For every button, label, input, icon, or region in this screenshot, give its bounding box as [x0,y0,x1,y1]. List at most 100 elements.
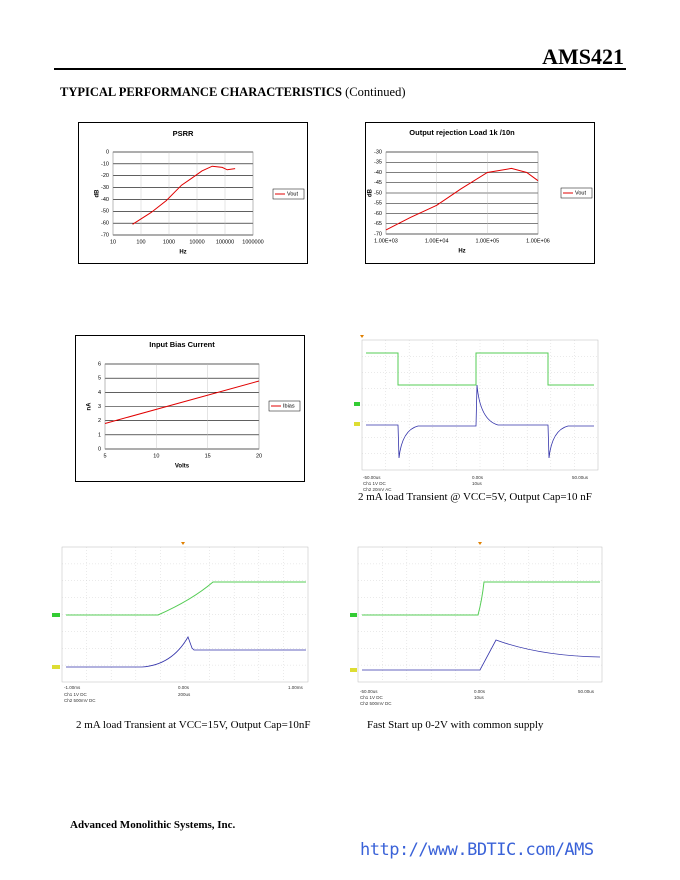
x-tick-label: 1.00E+04 [425,238,449,244]
ch2-trace [366,384,594,459]
x-tick-label: 5 [103,453,106,459]
y-tick-label: -70 [101,232,109,238]
data-line [132,165,236,225]
x-tick-label: 1000000 [242,239,263,245]
section-suffix: (Continued) [345,85,406,99]
y-tick-label: 6 [98,361,101,367]
y-tick-label: -40 [101,197,109,203]
x-tick-label: 100 [136,239,145,245]
x-tick-label: 10 [110,239,116,245]
y-tick-label: -45 [374,180,382,186]
y-tick-label: -30 [374,149,382,155]
ch1-trace [362,581,600,616]
y-tick-label: 3 [98,404,101,410]
scope-capture: -1.00ms 0.00s 1.00ms Ch1 1V DC Ch2 500mV… [52,542,309,703]
y-tick-label: -30 [101,185,109,191]
x-axis-label: Volts [175,464,190,470]
trigger-marker [360,335,364,338]
ch1-trace [66,581,306,616]
x-tick-label: 10 [153,453,159,459]
caption: Fast Start up 0-2V with common supply [367,719,544,731]
time-label: 50.00us [578,689,595,694]
ch2-trace [66,636,306,668]
x-tick-label: 1.00E+06 [526,238,550,244]
section-title: TYPICAL PERFORMANCE CHARACTERISTICS [60,85,342,99]
ch2-marker [52,665,60,669]
legend-label: Ibias [283,403,295,409]
y-axis-label: dB [95,189,101,198]
y-tick-label: 0 [98,446,101,452]
time-label: -1.00ms [64,685,81,690]
chart-title: Input Bias Current [149,340,215,349]
y-tick-label: 1 [98,432,101,438]
timebase: 10us [472,481,483,486]
x-axis-label: Hz [179,250,186,256]
y-tick-label: -60 [101,221,109,227]
trigger-marker [478,542,482,545]
time-label: 0.00s [474,689,486,694]
legend-box [560,187,593,199]
time-label: 1.00ms [288,685,304,690]
x-tick-label: 1.00E+03 [374,238,398,244]
plot-area [112,151,254,236]
y-tick-label: -10 [101,161,109,167]
x-tick-label: 1000 [163,239,175,245]
legend-box [268,400,301,412]
timebase: 10us [474,695,485,700]
time-label: 0.00s [472,475,484,480]
company: Advanced Monolithic Systems, Inc. [70,819,236,831]
channel-label: Ch2 20mV AC [363,487,392,492]
timebase: 200us [178,692,191,697]
y-tick-label: -40 [374,170,382,176]
y-tick-label: -55 [374,201,382,207]
channel-label: Ch2 500mV DC [64,698,96,703]
channel-label: Ch1 1V DC [363,481,387,486]
y-tick-label: -20 [101,173,109,179]
channel-label: Ch1 1V DC [64,692,88,697]
y-tick-label: -60 [374,211,382,217]
time-label: -50.00us [363,475,381,480]
channel-label: Ch2 500mV DC [360,701,392,706]
legend-box [272,188,305,200]
y-axis-label: nA [87,402,93,411]
y-tick-label: 2 [98,418,101,424]
ch1-marker [350,613,357,617]
x-tick-label: 100000 [216,239,234,245]
x-axis-label: Hz [458,249,465,255]
chart-title: PSRR [173,129,194,138]
header-rule [54,68,626,70]
legend-label: Vout [287,191,298,197]
time-label: 50.00us [572,475,589,480]
legend-label: Vout [575,190,586,196]
y-tick-label: -50 [374,190,382,196]
ch2-trace [362,639,601,671]
ch1-marker [354,402,360,406]
ch2-marker [354,422,360,426]
caption: 2 mA load Transient at VCC=15V, Output C… [76,719,311,731]
chart: Output rejection Load 1k /10n -70 -65 -60 -5… [365,122,595,264]
y-tick-label: -50 [101,209,109,215]
y-tick-label: 4 [98,390,101,396]
scope-capture: -50.00us 0.00s 50.00us Ch1 1V DC Ch2 20m… [354,335,599,492]
y-tick-label: 5 [98,376,101,382]
x-tick-label: 10000 [189,239,204,245]
x-tick-label: 1.00E+05 [475,238,499,244]
ch2-marker [350,668,357,672]
channel-label: Ch1 1V DC [360,695,384,700]
chart: PSRR -70 -60 -50 -40 -30 -20 -10 0 10 100 1000 10000… [78,122,308,264]
url[interactable]: http://www.BDTIC.com/AMS [360,840,594,860]
ch1-trace [366,352,594,386]
section-heading: TYPICAL PERFORMANCE CHARACTERISTICS (Con… [60,85,406,100]
data-line [385,167,539,231]
time-label: 0.00s [178,685,190,690]
caption: 2 mA load Transient @ VCC=5V, Output Cap… [358,491,592,503]
scope-capture: -50.00us 0.00s 50.00us Ch1 1V DC Ch2 500… [350,542,603,706]
y-tick-label: -70 [374,231,382,237]
trigger-marker [181,542,185,545]
x-tick-label: 20 [256,453,262,459]
ch1-marker [52,613,60,617]
x-tick-label: 15 [205,453,211,459]
chart-title: Output rejection Load 1k /10n [409,128,515,137]
data-line [104,380,260,424]
